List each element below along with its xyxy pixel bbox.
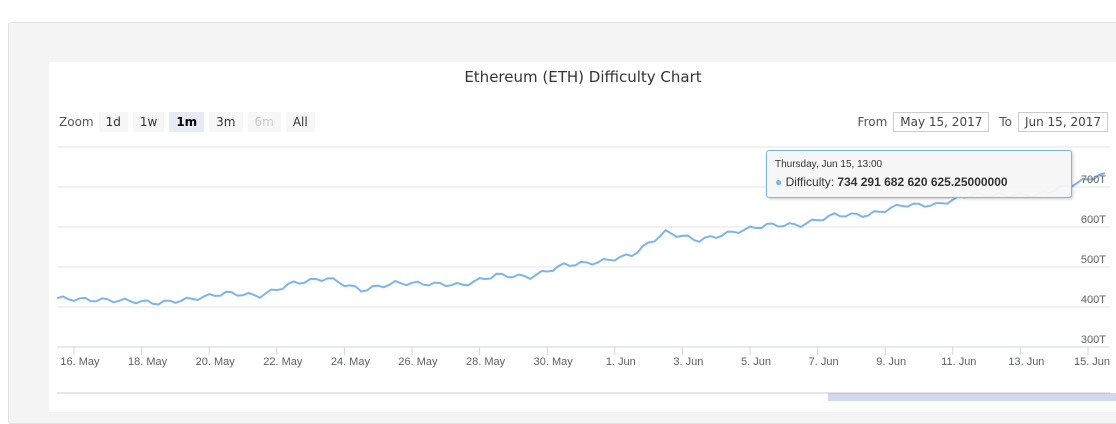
x-tick-label: 18. May [128, 356, 168, 368]
series-line-difficulty [56, 172, 1106, 306]
zoom-6m-button: 6m [247, 112, 281, 132]
chart-title: Ethereum (ETH) Difficulty Chart [464, 68, 702, 86]
date-range: From May 15, 2017 To Jun 15, 2017 [858, 112, 1108, 132]
tooltip-value: 734 291 682 620 625.25000000 [837, 175, 1008, 189]
x-tick-label: 9. Jun [876, 356, 906, 368]
to-label: To [999, 115, 1012, 129]
x-tick-label: 1. Jun [606, 356, 636, 368]
x-tick-label: 11. Jun [941, 356, 976, 368]
x-tick-label: 13. Jun [1008, 356, 1044, 368]
x-tick-label: 30. May [534, 356, 574, 368]
zoom-1w-button[interactable]: 1w [132, 112, 165, 132]
navigator-range [828, 393, 1116, 401]
zoom-3m-button[interactable]: 3m [209, 112, 243, 132]
x-tick-label: 3. Jun [673, 356, 703, 368]
x-tick-label: 20. May [196, 356, 236, 368]
x-tick-label: 26. May [398, 356, 438, 368]
chart-plot: 300T 400T 500T 600T 700T 16. May 18. May 20. Ma… [56, 146, 1116, 401]
from-label: From [857, 115, 888, 129]
zoom-1d-button[interactable]: 1d [98, 112, 128, 132]
series-dot-icon: ● [775, 175, 783, 189]
x-tick-label: 16. May [60, 356, 100, 368]
x-tick-label: 28. May [466, 356, 506, 368]
x-tick-label: 5. Jun [741, 356, 771, 368]
y-tick-label: 300T [1081, 334, 1106, 346]
x-tick-label: 7. Jun [809, 356, 839, 368]
tooltip-series: Difficulty: [785, 175, 835, 189]
zoom-label: Zoom [59, 115, 94, 129]
y-tick-label: 600T [1081, 214, 1106, 226]
y-tick-label: 400T [1081, 294, 1106, 306]
tooltip: Thursday, Jun 15, 13:00 ● Difficulty: 73… [766, 150, 1072, 198]
x-tick-label: 15. Jun [1074, 356, 1110, 368]
zoom-all-button[interactable]: All [285, 112, 315, 132]
x-tick-label: 24. May [331, 356, 371, 368]
y-tick-label: 500T [1081, 254, 1106, 266]
tooltip-date: Thursday, Jun 15, 13:00 [775, 159, 883, 170]
zoom-1m-button[interactable]: 1m [169, 112, 205, 132]
x-tick-label: 22. May [263, 356, 303, 368]
to-date-input[interactable]: Jun 15, 2017 [1017, 112, 1108, 132]
from-date-input[interactable]: May 15, 2017 [893, 112, 990, 132]
y-tick-label: 700T [1081, 174, 1106, 186]
zoom-selector: Zoom 1d 1w 1m 3m 6m All [59, 112, 320, 132]
